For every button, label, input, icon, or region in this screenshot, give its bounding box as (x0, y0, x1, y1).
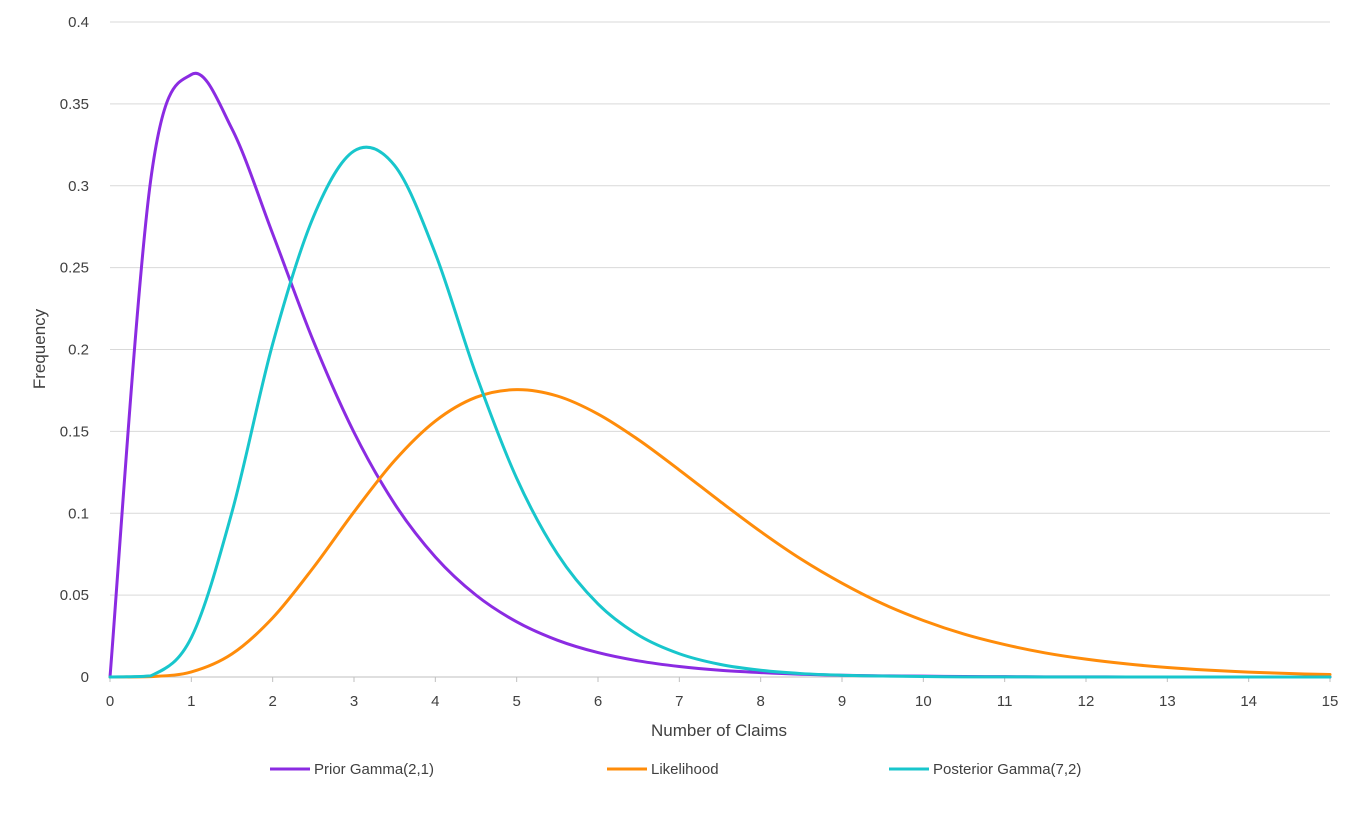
legend-label-prior: Prior Gamma(2,1) (314, 761, 434, 778)
x-tick-labels: 0 1 2 3 4 5 6 7 8 9 10 11 12 13 14 15 (106, 693, 1339, 710)
x-axis-title: Number of Claims (651, 721, 787, 740)
y-tick-label: 0.25 (60, 260, 89, 277)
series-line-prior (108, 71, 1332, 679)
x-tick-label: 15 (1322, 693, 1339, 710)
series-line-likelihood (108, 388, 1332, 679)
y-tick-label: 0.35 (60, 96, 89, 113)
x-tick-label: 7 (675, 693, 683, 710)
x-tick-label: 12 (1078, 693, 1095, 710)
y-tick-label: 0.15 (60, 423, 89, 440)
x-tick-label: 0 (106, 693, 114, 710)
y-tick-label: 0.1 (68, 505, 89, 522)
y-axis-title: Frequency (30, 308, 49, 389)
legend: Prior Gamma(2,1) Likelihood Posterior Ga… (270, 761, 1081, 778)
x-tick-label: 11 (997, 693, 1013, 710)
x-tick-label: 10 (915, 693, 932, 710)
x-tick-label: 13 (1159, 693, 1176, 710)
x-tick-label: 2 (268, 693, 276, 710)
y-tick-label: 0.2 (68, 342, 89, 359)
x-tick-label: 9 (838, 693, 846, 710)
x-tick-label: 14 (1240, 693, 1257, 710)
y-tick-labels: 0 0.05 0.1 0.15 0.2 0.25 0.3 0.35 0.4 (60, 14, 89, 686)
grid-lines (109, 21, 1331, 682)
x-tick-label: 1 (187, 693, 195, 710)
series-line-posterior (108, 145, 1332, 679)
x-tick-label: 8 (756, 693, 764, 710)
x-tick-label: 4 (431, 693, 439, 710)
x-tick-label: 6 (594, 693, 602, 710)
legend-label-posterior: Posterior Gamma(7,2) (933, 761, 1081, 778)
y-tick-label: 0.05 (60, 587, 89, 604)
y-tick-label: 0 (81, 669, 89, 686)
x-tick-label: 5 (512, 693, 520, 710)
x-tick-label: 3 (350, 693, 358, 710)
series-lines (108, 71, 1332, 679)
y-tick-label: 0.3 (68, 178, 89, 195)
y-tick-label: 0.4 (68, 14, 89, 31)
legend-label-likelihood: Likelihood (651, 761, 719, 778)
